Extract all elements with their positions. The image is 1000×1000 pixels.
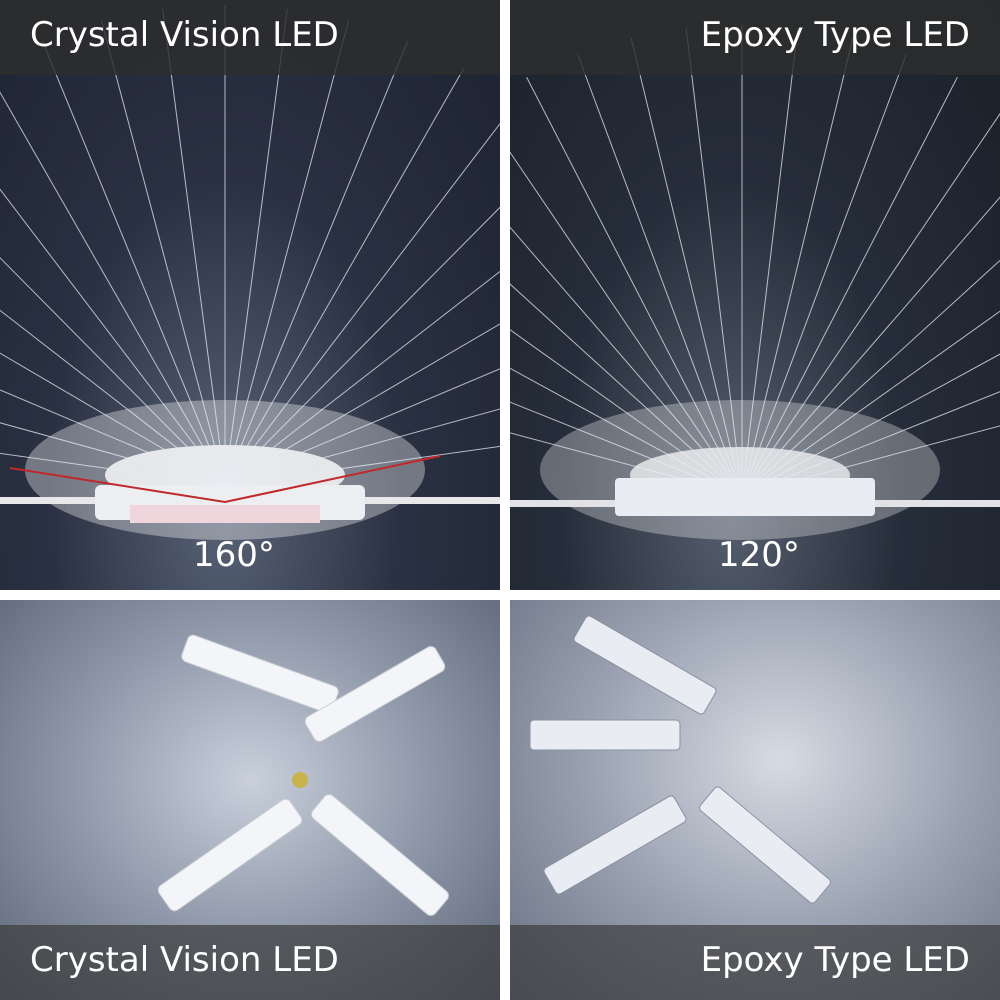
fan-line [741, 38, 854, 496]
fan-line [101, 21, 226, 486]
fan-line [0, 352, 226, 486]
fan-line [0, 188, 226, 486]
fan-line [526, 77, 743, 496]
panel-title: Crystal Vision LED [0, 0, 500, 75]
fan-line [224, 8, 288, 486]
fan-line [224, 368, 500, 486]
fan-line [741, 112, 1000, 496]
panel-caption: Epoxy Type LED [510, 925, 1000, 1000]
crystal-vision-beam-photo: Crystal Vision LED 160° [0, 0, 500, 590]
fan-line [685, 28, 743, 496]
fan-line [0, 452, 226, 486]
fan-line [577, 54, 743, 496]
panel-title: Epoxy Type LED [510, 0, 1000, 75]
fan-line [0, 257, 226, 486]
fan-line [0, 91, 226, 486]
fan-line [741, 196, 1000, 496]
fan-line [224, 122, 500, 486]
led-bundle-illustration [157, 634, 449, 916]
beam-angle-label: 160° [193, 535, 275, 575]
epoxy-type-bundle-photo: Epoxy Type LED [510, 600, 1000, 1000]
fan-line [224, 21, 349, 486]
fan-line [224, 408, 500, 486]
fan-line [741, 54, 907, 496]
fan-line [741, 259, 1000, 496]
fan-line [510, 432, 743, 496]
beam-angle-label: 120° [718, 535, 800, 575]
fan-line [741, 391, 1000, 496]
led-bundle-illustration [529, 615, 831, 904]
fan-line [0, 422, 226, 486]
panel-caption: Crystal Vision LED [0, 925, 500, 1000]
beam-fan-illustration [510, 25, 1000, 540]
fan-line [510, 329, 743, 496]
fan-line [224, 206, 500, 486]
fan-line [224, 40, 409, 486]
epoxy-type-beam-photo: Epoxy Type LED 120° [510, 0, 1000, 590]
fan-line [0, 309, 226, 486]
fan-line [741, 425, 1000, 496]
crystal-vision-bundle-photo: Crystal Vision LED [0, 600, 500, 1000]
fan-line [741, 77, 958, 496]
fan-line [741, 353, 1000, 496]
fan-line [741, 310, 1000, 496]
fan-line [224, 68, 465, 486]
fan-line [510, 283, 743, 496]
fan-line [630, 38, 743, 496]
fan-line [224, 270, 500, 486]
fan-line [741, 28, 799, 496]
fan-line [510, 226, 743, 496]
fan-line [510, 367, 743, 496]
beam-fan-illustration [0, 5, 500, 540]
fan-line [224, 323, 500, 486]
fan-line [41, 40, 226, 486]
fan-line [0, 389, 226, 486]
fan-line [224, 445, 500, 486]
fan-line [510, 401, 743, 496]
fan-line [162, 8, 226, 486]
fan-line [510, 151, 743, 496]
